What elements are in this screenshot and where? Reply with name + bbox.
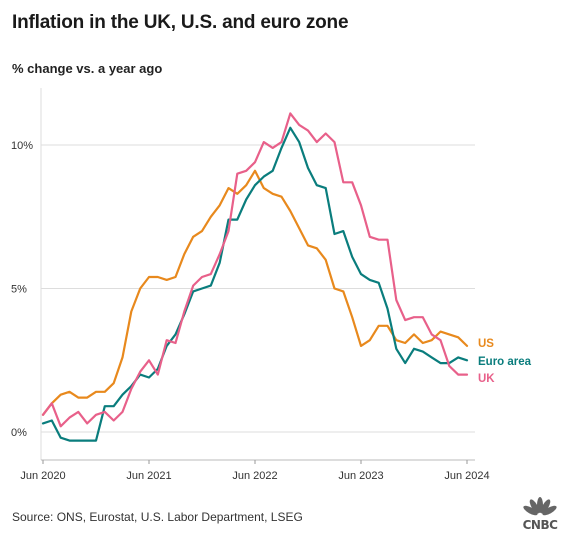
series-line-uk [41,112,469,428]
x-tick-label: Jun 2020 [20,470,65,482]
series-line-us [41,169,469,416]
chart-subtitle: % change vs. a year ago [12,61,163,76]
cnbc-logo: CNBC [518,496,562,536]
chart-title: Inflation in the UK, U.S. and euro zone [12,12,349,33]
series-label-us: US [478,338,494,350]
y-tick-label: 5% [11,284,27,296]
y-tick-label: 10% [11,140,33,152]
x-tick-label: Jun 2024 [444,470,489,482]
x-tick-label: Jun 2021 [126,470,171,482]
series-label-euro-area: Euro area [478,356,532,368]
logo-wordmark: CNBC [522,518,558,532]
y-tick-label: 0% [11,427,27,439]
series-line-euro-area [41,126,469,442]
x-tick-label: Jun 2023 [338,470,383,482]
source-note: Source: ONS, Eurostat, U.S. Labor Depart… [12,510,303,524]
x-tick-label: Jun 2022 [232,470,277,482]
peacock-icon [523,497,557,516]
series-label-uk: UK [478,373,495,385]
